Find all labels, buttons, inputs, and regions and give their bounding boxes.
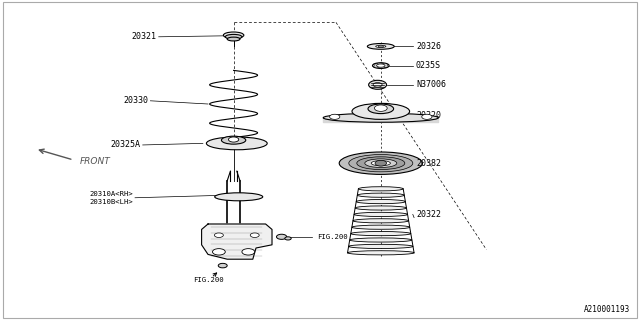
Text: 20330: 20330	[124, 96, 148, 105]
Ellipse shape	[223, 32, 244, 38]
Circle shape	[285, 237, 291, 240]
Ellipse shape	[227, 37, 240, 41]
Circle shape	[330, 114, 340, 119]
Text: FIG.200: FIG.200	[317, 234, 348, 240]
Text: 20382: 20382	[416, 159, 441, 168]
Ellipse shape	[357, 193, 404, 197]
Text: 20320: 20320	[416, 111, 441, 120]
Circle shape	[212, 249, 225, 255]
Text: 20326: 20326	[416, 42, 441, 51]
Polygon shape	[202, 224, 272, 259]
Circle shape	[369, 80, 387, 89]
Text: 0235S: 0235S	[416, 61, 441, 70]
Ellipse shape	[365, 159, 397, 167]
Circle shape	[276, 234, 287, 239]
Text: FRONT: FRONT	[80, 157, 111, 166]
Ellipse shape	[352, 103, 410, 119]
Circle shape	[250, 233, 259, 237]
Ellipse shape	[339, 152, 422, 174]
Ellipse shape	[323, 113, 438, 122]
Text: 20310A<RH>: 20310A<RH>	[90, 191, 133, 196]
Text: 20310B<LH>: 20310B<LH>	[90, 199, 133, 205]
Ellipse shape	[353, 219, 408, 223]
Ellipse shape	[355, 206, 406, 210]
Circle shape	[374, 105, 387, 111]
Ellipse shape	[351, 231, 411, 236]
Ellipse shape	[352, 225, 410, 229]
Text: A210001193: A210001193	[584, 305, 630, 314]
Ellipse shape	[368, 104, 394, 114]
Ellipse shape	[356, 200, 405, 204]
Ellipse shape	[357, 157, 404, 170]
Circle shape	[242, 249, 255, 255]
Circle shape	[373, 83, 382, 87]
Ellipse shape	[354, 212, 408, 216]
Text: 20321: 20321	[132, 32, 157, 41]
Ellipse shape	[376, 45, 386, 47]
Circle shape	[375, 160, 387, 166]
Text: FIG.200: FIG.200	[193, 277, 224, 283]
Ellipse shape	[225, 35, 242, 39]
Ellipse shape	[349, 244, 413, 248]
Circle shape	[228, 137, 239, 142]
Circle shape	[218, 263, 227, 268]
Text: 20325A: 20325A	[111, 140, 141, 149]
Ellipse shape	[371, 161, 390, 166]
Ellipse shape	[221, 136, 246, 144]
Text: 20322: 20322	[416, 210, 441, 219]
Ellipse shape	[358, 187, 403, 191]
Ellipse shape	[349, 155, 413, 172]
Ellipse shape	[348, 251, 414, 255]
Ellipse shape	[349, 238, 412, 242]
Ellipse shape	[376, 64, 385, 67]
Text: N37006: N37006	[416, 80, 446, 89]
Ellipse shape	[372, 63, 389, 68]
Circle shape	[378, 45, 383, 48]
Circle shape	[214, 233, 223, 237]
Ellipse shape	[367, 44, 394, 49]
Circle shape	[422, 114, 432, 119]
Ellipse shape	[206, 137, 268, 150]
Ellipse shape	[215, 193, 263, 201]
